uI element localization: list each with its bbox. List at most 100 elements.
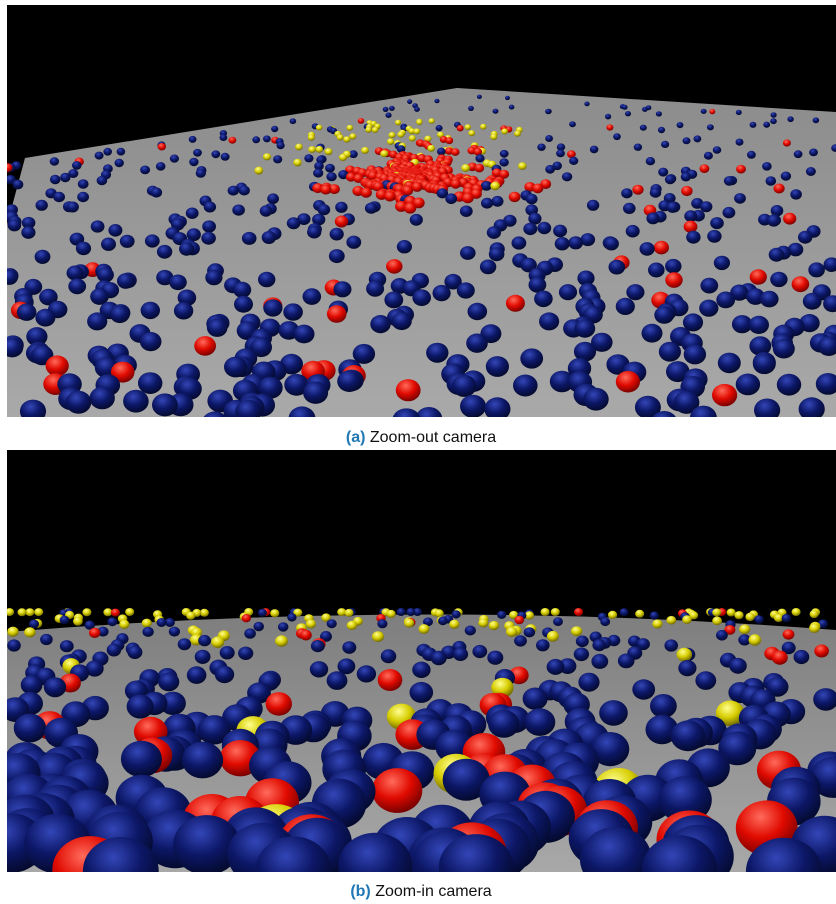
sphere (342, 641, 356, 654)
sphere (278, 622, 289, 631)
sphere (736, 165, 746, 174)
sphere (207, 319, 228, 337)
sphere (642, 324, 663, 343)
sphere (196, 169, 206, 178)
sphere (335, 202, 347, 213)
sphere (50, 175, 61, 184)
sphere (436, 125, 443, 131)
sphere (50, 157, 59, 165)
sphere (771, 112, 777, 118)
sphere (289, 406, 316, 430)
sphere (7, 627, 18, 637)
sphere (316, 125, 323, 131)
sphere (416, 120, 422, 126)
sphere (127, 694, 154, 718)
sphere (547, 631, 559, 642)
sphere (707, 124, 714, 130)
sphere (486, 356, 509, 377)
sphere (661, 141, 669, 148)
sphere (736, 110, 742, 115)
sphere (431, 651, 447, 665)
sphere (380, 150, 388, 157)
sphere (170, 155, 179, 163)
caption-label: (b) (350, 883, 370, 900)
sphere (534, 291, 553, 308)
sphere (475, 164, 485, 173)
sphere (809, 149, 818, 157)
sphere (472, 645, 487, 658)
sphere (632, 185, 643, 195)
sphere (457, 125, 464, 131)
sphere (477, 95, 482, 99)
sphere (156, 162, 166, 171)
sphere (650, 612, 659, 620)
sphere (739, 624, 750, 634)
sphere (229, 137, 237, 144)
sphere (303, 288, 322, 305)
sphere (277, 142, 285, 149)
sphere (506, 627, 517, 637)
sphere (790, 189, 802, 199)
sphere (769, 248, 785, 262)
sphere (68, 278, 86, 294)
sphere (174, 302, 193, 319)
sphere (24, 627, 35, 637)
sphere (658, 168, 668, 177)
sphere (774, 184, 785, 194)
sphere (490, 134, 497, 140)
sphere (44, 677, 66, 697)
sphere (201, 411, 228, 435)
sphere (407, 99, 412, 104)
sphere (480, 124, 486, 130)
sphere (60, 616, 70, 625)
sphere (787, 116, 793, 122)
sphere (609, 260, 626, 275)
sphere (634, 144, 642, 151)
sphere (211, 636, 224, 648)
sphere (413, 128, 420, 134)
sphere (635, 610, 644, 618)
sphere (82, 608, 91, 616)
sphere (90, 387, 115, 410)
sphere (142, 627, 153, 637)
sphere (506, 295, 525, 312)
sphere (553, 617, 563, 626)
sphere (404, 203, 416, 214)
sphere (763, 122, 770, 128)
sphere (642, 107, 648, 112)
sphere (478, 618, 488, 627)
sphere (228, 186, 239, 196)
sphere (465, 124, 471, 130)
sphere (220, 134, 228, 141)
sphere (60, 640, 74, 652)
sphere (709, 109, 715, 114)
sphere (201, 232, 216, 245)
sphere (169, 275, 187, 291)
sphere (654, 306, 674, 324)
sphere (25, 608, 34, 616)
sphere (295, 144, 303, 151)
sphere (545, 165, 555, 174)
sphere (410, 682, 434, 703)
sphere (551, 608, 560, 616)
sphere (349, 133, 356, 139)
sphere (707, 230, 721, 243)
sphere (772, 651, 788, 665)
sphere (749, 634, 762, 645)
sphere (493, 109, 499, 114)
sphere (461, 164, 470, 172)
sphere (650, 188, 661, 198)
sphere (606, 124, 613, 130)
sphere (372, 768, 422, 813)
sphere (244, 628, 256, 638)
sphere (497, 611, 506, 619)
sphere (734, 193, 746, 204)
sphere (36, 200, 48, 211)
sphere (608, 611, 617, 619)
sphere (46, 355, 69, 376)
sphere (141, 302, 160, 319)
sphere (410, 214, 423, 226)
sphere (592, 639, 606, 651)
sphere (652, 619, 662, 628)
sphere (808, 262, 825, 277)
